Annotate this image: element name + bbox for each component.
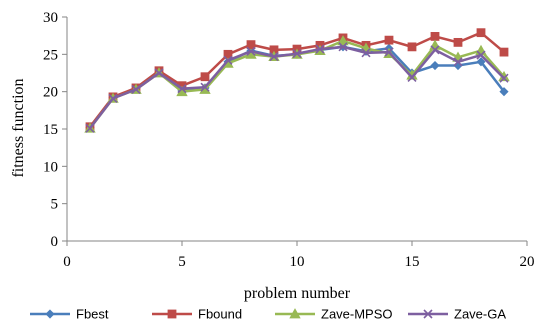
data-point-zave-ga xyxy=(177,84,187,94)
x-marker-stroke xyxy=(499,73,509,83)
data-point-fbest xyxy=(430,60,440,71)
y-tick-label: 25 xyxy=(43,47,58,63)
data-point-fbound xyxy=(430,32,440,41)
legend-label: Fbound xyxy=(198,307,242,322)
data-point-zave-ga xyxy=(384,47,394,57)
legend-marker xyxy=(289,308,301,319)
x-marker-stroke xyxy=(131,84,141,94)
data-point-fbound xyxy=(384,35,394,45)
legend-label: Fbest xyxy=(76,307,109,322)
data-point-zave-mpso xyxy=(475,44,487,55)
x-marker-stroke xyxy=(269,52,279,62)
series-line-zave-ga xyxy=(89,45,505,130)
legend-marker xyxy=(167,309,177,319)
x-axis-title: problem number xyxy=(244,285,351,302)
data-point-zave-ga xyxy=(200,82,210,92)
data-point-zave-ga xyxy=(476,50,486,60)
data-point-zave-ga xyxy=(407,72,417,83)
y-tick-label: 30 xyxy=(43,10,58,26)
legend-label: Zave-MPSO xyxy=(321,307,393,322)
data-point-zave-ga xyxy=(269,52,279,62)
x-marker-stroke xyxy=(361,48,371,58)
data-point-fbound xyxy=(453,37,463,47)
x-marker-stroke xyxy=(154,68,164,78)
data-point-fbest xyxy=(476,57,486,67)
x-marker-stroke xyxy=(407,72,417,83)
data-point-zave-ga xyxy=(154,68,164,78)
legend-item-fbound: Fbound xyxy=(152,307,242,322)
x-tick-label: 20 xyxy=(520,254,535,270)
x-tick-label: 15 xyxy=(405,254,420,270)
y-axis-title: fitness function xyxy=(10,78,27,177)
x-marker-stroke xyxy=(177,84,187,94)
data-point-zave-ga xyxy=(292,49,302,59)
y-tick-label: 15 xyxy=(43,122,58,138)
x-marker-stroke xyxy=(476,50,486,60)
x-tick-label: 10 xyxy=(290,254,305,270)
data-point-zave-ga xyxy=(108,93,118,103)
y-tick-label: 10 xyxy=(43,159,58,175)
x-marker-stroke xyxy=(223,55,233,65)
y-tick-label: 5 xyxy=(51,197,59,213)
x-marker-stroke xyxy=(430,45,440,55)
x-tick-label: 0 xyxy=(63,254,71,270)
legend-marker xyxy=(423,309,433,319)
x-tick-label: 5 xyxy=(178,254,186,270)
x-marker-stroke xyxy=(200,82,210,92)
data-point-fbound xyxy=(407,42,417,52)
data-point-zave-ga xyxy=(499,73,509,83)
legend-item-zave-ga: Zave-GA xyxy=(408,307,506,322)
data-point-fbest xyxy=(499,87,509,97)
x-marker-stroke xyxy=(108,93,118,103)
data-point-zave-mpso xyxy=(429,39,441,50)
legend: Fbest Fbound Zave-MPSO Zave-GA xyxy=(30,307,506,322)
y-tick-label: 0 xyxy=(51,234,59,250)
x-marker-stroke xyxy=(453,57,463,67)
data-point-zave-mpso xyxy=(337,35,349,46)
x-marker-stroke xyxy=(246,46,256,56)
legend-item-fbest: Fbest xyxy=(30,307,109,322)
legend-label: Zave-GA xyxy=(454,307,506,322)
data-point-fbound xyxy=(476,28,486,38)
data-point-fbound xyxy=(499,47,509,57)
data-point-fbound xyxy=(200,72,210,82)
y-tick-label: 20 xyxy=(43,85,58,101)
series-line-fbest xyxy=(89,45,505,129)
x-marker-stroke xyxy=(423,309,433,319)
x-marker-stroke xyxy=(384,47,394,57)
legend-marker xyxy=(45,309,55,319)
data-point-zave-ga xyxy=(246,46,256,56)
x-marker-stroke xyxy=(85,123,95,133)
data-point-zave-ga xyxy=(223,55,233,65)
data-point-zave-ga xyxy=(315,44,325,54)
legend-item-zave-mpso: Zave-MPSO xyxy=(275,307,393,322)
data-point-zave-ga xyxy=(338,42,348,52)
data-point-zave-ga xyxy=(453,57,463,67)
x-marker-stroke xyxy=(315,44,325,54)
data-point-zave-ga xyxy=(85,123,95,133)
data-point-zave-ga xyxy=(430,45,440,55)
data-point-zave-ga xyxy=(131,84,141,94)
plot-area: 0 5 10 15 20 25 30 0 5 10 15 20 xyxy=(43,10,535,270)
data-point-zave-ga xyxy=(361,48,371,58)
x-marker-stroke xyxy=(338,42,348,52)
x-marker-stroke xyxy=(292,49,302,59)
